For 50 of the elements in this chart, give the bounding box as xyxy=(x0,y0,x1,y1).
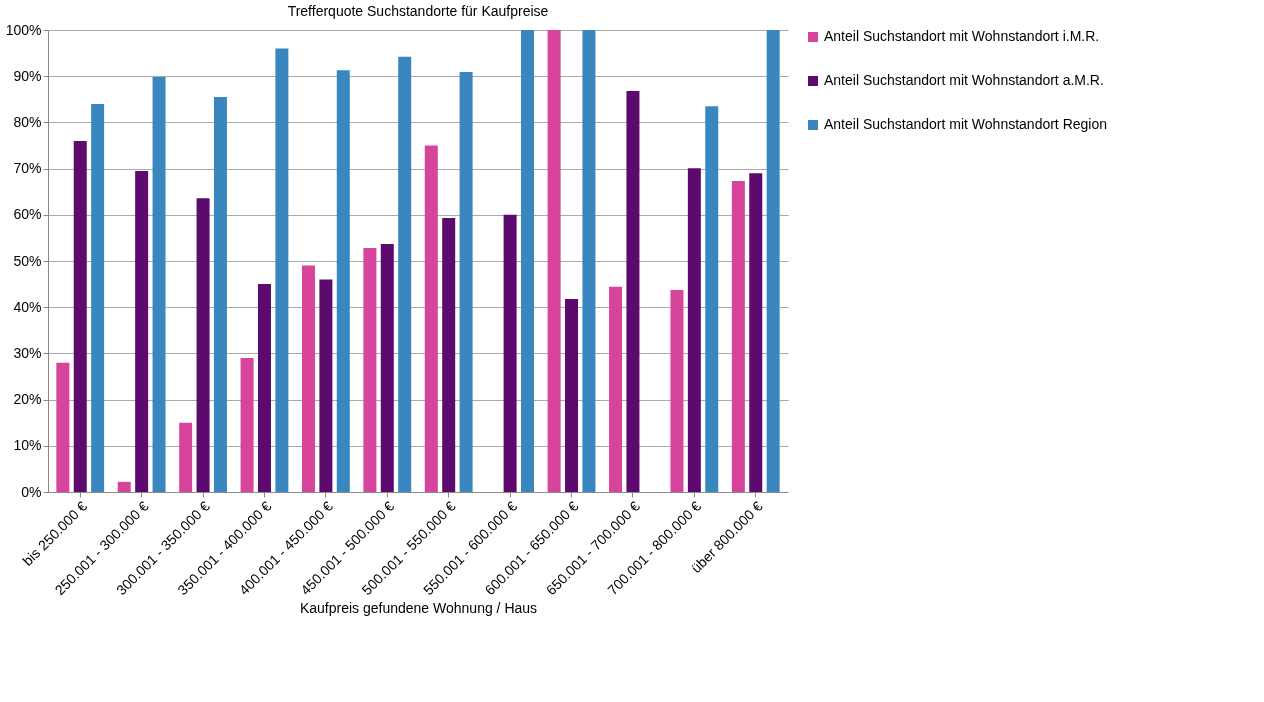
bar xyxy=(459,72,473,492)
bar xyxy=(257,284,271,492)
bar xyxy=(363,248,377,492)
y-tick-label: 30% xyxy=(13,344,42,361)
y-tick-label: 50% xyxy=(13,252,42,269)
legend-label: Anteil Suchstandort mit Wohnstandort i.M.R. xyxy=(824,28,1100,44)
bar xyxy=(240,358,254,492)
bar xyxy=(731,181,745,492)
y-tick-label: 80% xyxy=(13,113,42,130)
bar xyxy=(749,173,763,492)
bar xyxy=(687,168,701,492)
legend-label: Anteil Suchstandort mit Wohnstandort Region xyxy=(824,116,1108,132)
bar xyxy=(503,214,517,492)
bar xyxy=(275,48,289,492)
bar xyxy=(56,362,70,492)
y-tick-label: 10% xyxy=(13,437,42,454)
bar xyxy=(582,30,596,492)
bar xyxy=(626,90,640,492)
y-tick-label: 20% xyxy=(13,391,42,408)
bar xyxy=(565,298,579,492)
bar xyxy=(196,198,210,492)
chart-title: Trefferquote Suchstandorte für Kaufpreise xyxy=(287,3,549,19)
bar xyxy=(213,96,227,492)
y-tick-label: 90% xyxy=(13,67,42,84)
bar xyxy=(152,77,166,492)
bar xyxy=(766,30,780,492)
bar xyxy=(398,56,412,492)
y-tick-label: 70% xyxy=(13,160,42,177)
bar xyxy=(609,286,623,492)
bar xyxy=(301,265,315,492)
legend-label: Anteil Suchstandort mit Wohnstandort a.M.R. xyxy=(824,72,1104,88)
y-tick-label: 60% xyxy=(13,206,42,223)
bar xyxy=(135,170,149,492)
bar xyxy=(547,30,561,492)
bar xyxy=(705,106,719,492)
bar xyxy=(424,145,438,492)
y-tick-label: 40% xyxy=(13,298,42,315)
bar xyxy=(380,243,394,492)
bar xyxy=(319,279,333,492)
bar xyxy=(73,140,87,492)
y-tick-label: 0% xyxy=(21,483,42,500)
bar xyxy=(521,30,535,492)
bar xyxy=(336,70,350,492)
bar xyxy=(117,481,131,492)
bar xyxy=(179,422,193,492)
y-tick-label: 100% xyxy=(5,21,42,38)
bar xyxy=(91,103,105,492)
bar xyxy=(670,290,684,492)
bar xyxy=(442,218,456,492)
x-axis-title: Kaufpreis gefundene Wohnung / Haus xyxy=(299,600,538,617)
